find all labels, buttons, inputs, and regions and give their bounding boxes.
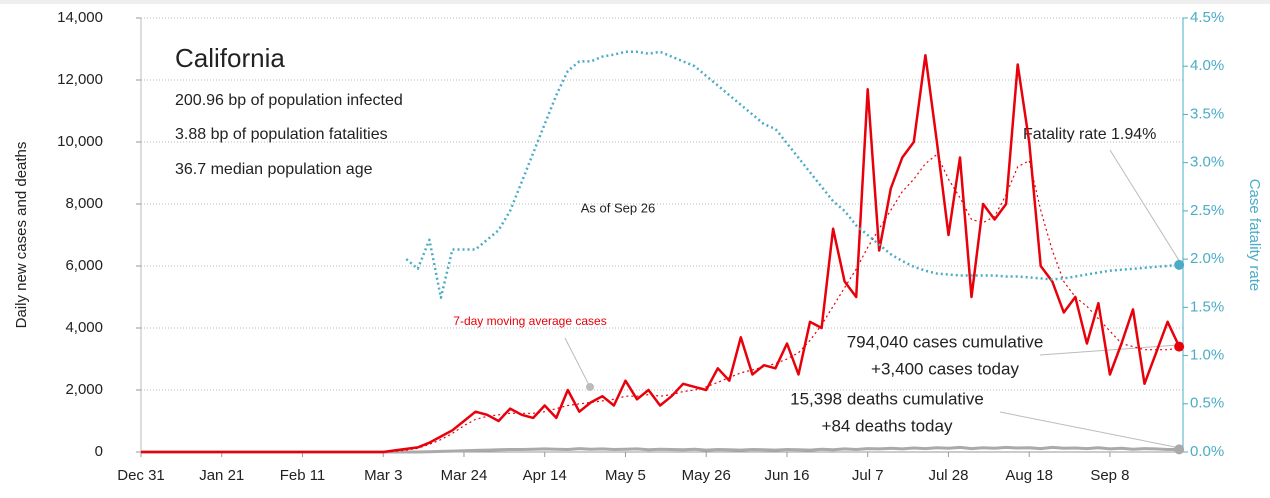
x-tick-label: May 26 [682, 467, 731, 484]
annotation: 794,040 cases cumulative [847, 332, 1044, 351]
y2-tick-label: 4.5% [1190, 9, 1224, 26]
y-tick-label: 12,000 [57, 71, 103, 88]
subtitle: 200.96 bp of population infected [175, 92, 403, 109]
subtitle: 3.88 bp of population fatalities [175, 126, 388, 143]
y-tick-label: 14,000 [57, 9, 103, 26]
x-tick-label: Jul 7 [852, 467, 884, 484]
y2-axis-title: Case fatality rate [1246, 179, 1263, 292]
subtitle: 36.7 median population age [175, 161, 373, 178]
x-tick-label: Apr 14 [523, 467, 567, 484]
y-tick-label: 2,000 [65, 381, 103, 398]
annotation: Fatality rate 1.94% [1023, 126, 1156, 143]
leader-line [564, 337, 591, 388]
end-marker [1174, 259, 1185, 270]
y-tick-label: 10,000 [57, 133, 103, 150]
series-line [141, 53, 1181, 454]
x-tick-label: Sep 8 [1090, 467, 1129, 484]
annotation: +3,400 cases today [871, 359, 1019, 378]
y2-tick-label: 2.5% [1190, 202, 1224, 219]
y-tick-label: 6,000 [65, 257, 103, 274]
chart-title: California [175, 43, 285, 73]
x-tick-label: Jan 21 [199, 467, 244, 484]
annotation: +84 deaths today [822, 416, 953, 435]
y2-tick-label: 3.0% [1190, 154, 1224, 171]
x-tick-label: Dec 31 [117, 467, 165, 484]
grid [141, 17, 1183, 453]
y-axis-title: Daily new cases and deaths [13, 142, 30, 329]
top-strip [0, 0, 1270, 4]
y-tick-label: 0 [95, 443, 103, 460]
y2-tick-label: 4.0% [1190, 57, 1224, 74]
y-tick-label: 8,000 [65, 195, 103, 212]
x-tick-label: Aug 18 [1005, 467, 1053, 484]
y2-tick-label: 1.0% [1190, 347, 1224, 364]
leader-line [1039, 344, 1179, 356]
y2-tick-label: 0.0% [1190, 443, 1224, 460]
x-tick-label: Jun 16 [764, 467, 809, 484]
y2-tick-label: 1.5% [1190, 298, 1224, 315]
leader-line [1109, 149, 1181, 263]
series-line [141, 153, 1180, 453]
annotation: As of Sep 26 [581, 200, 655, 215]
x-tick-label: Mar 3 [364, 467, 402, 484]
y2-tick-label: 3.5% [1190, 105, 1224, 122]
x-tick-label: May 5 [605, 467, 646, 484]
end-marker [1174, 444, 1185, 455]
annotation: 7-day moving average cases [453, 314, 606, 328]
x-tick-label: Mar 24 [441, 467, 488, 484]
y-tick-label: 4,000 [65, 319, 103, 336]
y2-tick-label: 0.5% [1190, 395, 1224, 412]
annotation: 15,398 deaths cumulative [790, 389, 984, 408]
x-tick-label: Jul 28 [928, 467, 968, 484]
end-marker [1174, 341, 1185, 352]
leader-line [999, 411, 1181, 449]
leader-dot [586, 383, 594, 391]
y2-tick-label: 2.0% [1190, 250, 1224, 267]
x-tick-label: Feb 11 [280, 467, 326, 484]
series-line [405, 50, 1180, 299]
